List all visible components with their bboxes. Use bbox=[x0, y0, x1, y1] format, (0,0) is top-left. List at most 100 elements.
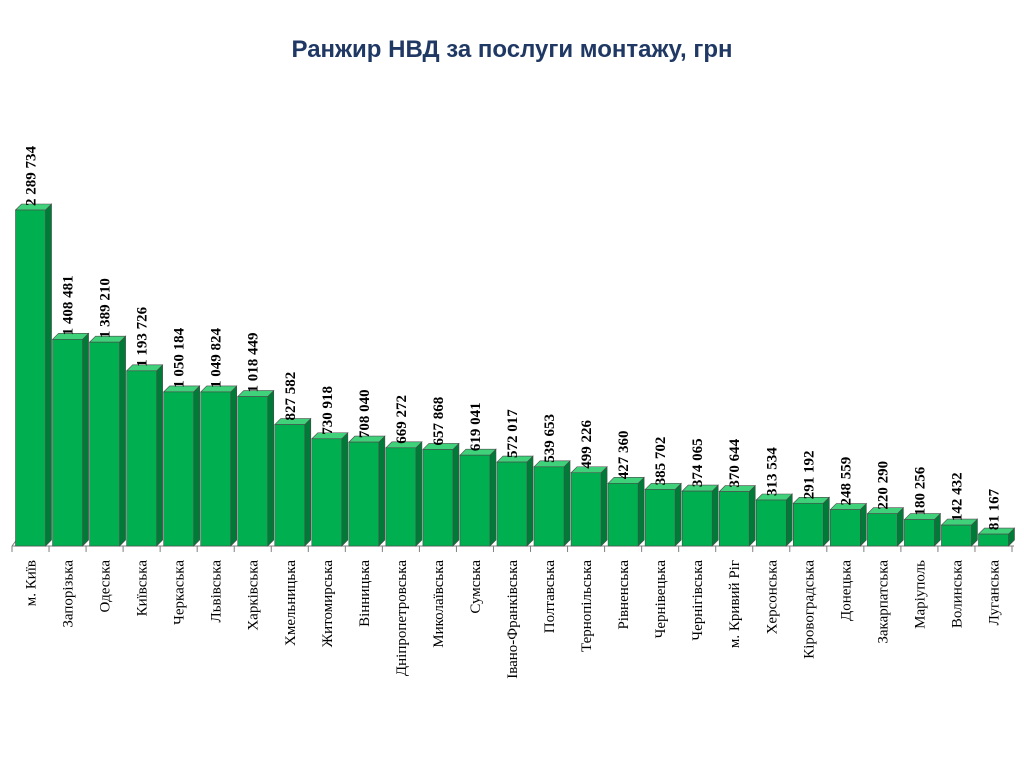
bars bbox=[14, 203, 1016, 547]
value-label: 499 226 bbox=[579, 419, 595, 468]
bar-side bbox=[267, 389, 275, 547]
category-label: Маріуполь bbox=[912, 560, 928, 629]
category-label: Запорізька bbox=[61, 560, 77, 628]
value-label: 1 018 449 bbox=[246, 333, 262, 393]
category-label: Київська bbox=[135, 560, 151, 617]
bar-side bbox=[489, 448, 497, 547]
value-label: 827 582 bbox=[283, 372, 299, 421]
category-label: Полтавська bbox=[542, 560, 558, 634]
category-label: м. Київ bbox=[24, 560, 40, 606]
bar bbox=[755, 493, 793, 547]
value-label: 427 360 bbox=[616, 431, 632, 480]
bar bbox=[51, 332, 90, 547]
value-label: 572 017 bbox=[505, 409, 521, 458]
bar bbox=[199, 385, 238, 547]
bar-front bbox=[126, 370, 157, 547]
bar bbox=[422, 442, 460, 547]
value-label: 1 408 481 bbox=[61, 275, 77, 335]
bar-front bbox=[89, 341, 120, 547]
bar-front bbox=[644, 489, 676, 547]
x-ticks bbox=[11, 546, 1013, 552]
category-label: Миколаївська bbox=[431, 560, 447, 648]
bar-side bbox=[600, 466, 608, 547]
bar-side bbox=[822, 496, 830, 547]
bar bbox=[14, 203, 53, 547]
chart-title: Ранжир НВД за послуги монтажу, грн bbox=[291, 36, 733, 63]
bar-side bbox=[341, 432, 349, 547]
bar-side bbox=[711, 484, 719, 547]
bar-front bbox=[459, 454, 491, 547]
bar-front bbox=[533, 466, 565, 547]
value-label: 1 193 726 bbox=[135, 306, 151, 367]
bar-side bbox=[860, 502, 867, 547]
bar bbox=[125, 364, 164, 547]
bar bbox=[718, 484, 756, 547]
bar bbox=[903, 512, 942, 547]
bar-front bbox=[52, 339, 83, 547]
bar bbox=[459, 448, 497, 547]
value-label: 539 653 bbox=[542, 414, 558, 463]
bar-front bbox=[274, 424, 306, 547]
category-label: Дніпропетровська bbox=[394, 560, 410, 676]
bar-side bbox=[452, 442, 460, 547]
bar-front bbox=[607, 482, 639, 547]
category-label: Тернопільська bbox=[579, 560, 595, 652]
bar-front bbox=[163, 391, 194, 547]
value-label: 220 290 bbox=[875, 461, 891, 510]
bar bbox=[644, 482, 682, 547]
category-label: м. Кривий Ріг bbox=[727, 560, 743, 648]
bar bbox=[311, 432, 349, 547]
bar-front bbox=[422, 449, 454, 547]
category-label: Кіровоградська bbox=[801, 560, 817, 659]
bar-front bbox=[904, 519, 935, 547]
value-label: 374 065 bbox=[690, 438, 706, 487]
bar bbox=[162, 385, 201, 547]
bar bbox=[977, 527, 1016, 547]
value-label: 2 289 734 bbox=[24, 146, 40, 207]
category-label: Рівненська bbox=[616, 560, 632, 630]
value-label: 669 272 bbox=[394, 395, 410, 444]
category-label: Чернівецька bbox=[653, 560, 669, 639]
bar-side bbox=[785, 493, 793, 547]
bar-side bbox=[156, 364, 163, 547]
bar-front bbox=[348, 441, 380, 547]
category-label: Житомирська bbox=[320, 560, 336, 648]
bar-front bbox=[15, 209, 46, 547]
category-label: Закарпатська bbox=[875, 560, 891, 644]
value-label: 385 702 bbox=[653, 437, 669, 486]
category-label: Донецька bbox=[838, 560, 854, 621]
category-label: Харківська bbox=[246, 560, 262, 631]
bar bbox=[533, 460, 571, 547]
category-label: Луганська bbox=[986, 560, 1002, 626]
value-label: 1 050 184 bbox=[172, 327, 188, 388]
category-label: Волинська bbox=[949, 560, 965, 628]
bar-front bbox=[755, 499, 787, 547]
bar-side bbox=[637, 476, 645, 547]
value-label: 291 192 bbox=[801, 451, 817, 500]
bar bbox=[88, 335, 127, 547]
category-label: Львівська bbox=[209, 560, 225, 623]
bar bbox=[681, 484, 719, 547]
bar-front bbox=[496, 461, 528, 547]
value-label: 1 389 210 bbox=[98, 278, 114, 338]
category-label: Хмельницька bbox=[283, 560, 299, 646]
bar-side bbox=[526, 455, 534, 547]
value-label: 370 644 bbox=[727, 438, 743, 487]
value-label: 81 167 bbox=[986, 488, 1002, 530]
bar bbox=[607, 476, 645, 547]
value-label: 142 432 bbox=[949, 472, 965, 521]
bar-front bbox=[385, 447, 417, 547]
bar-side bbox=[897, 506, 904, 547]
bar-front bbox=[978, 533, 1009, 547]
bar bbox=[237, 389, 275, 547]
value-label: 248 559 bbox=[838, 457, 854, 506]
category-label: Одеська bbox=[98, 560, 114, 613]
bar-side bbox=[230, 385, 238, 547]
value-label: 619 041 bbox=[468, 402, 484, 451]
value-label: 180 256 bbox=[912, 466, 928, 515]
bar-side bbox=[415, 441, 423, 547]
value-label: 1 049 824 bbox=[209, 327, 225, 388]
bar bbox=[940, 518, 979, 547]
bar-side bbox=[45, 203, 52, 547]
category-label: Чернігівська bbox=[690, 560, 706, 641]
